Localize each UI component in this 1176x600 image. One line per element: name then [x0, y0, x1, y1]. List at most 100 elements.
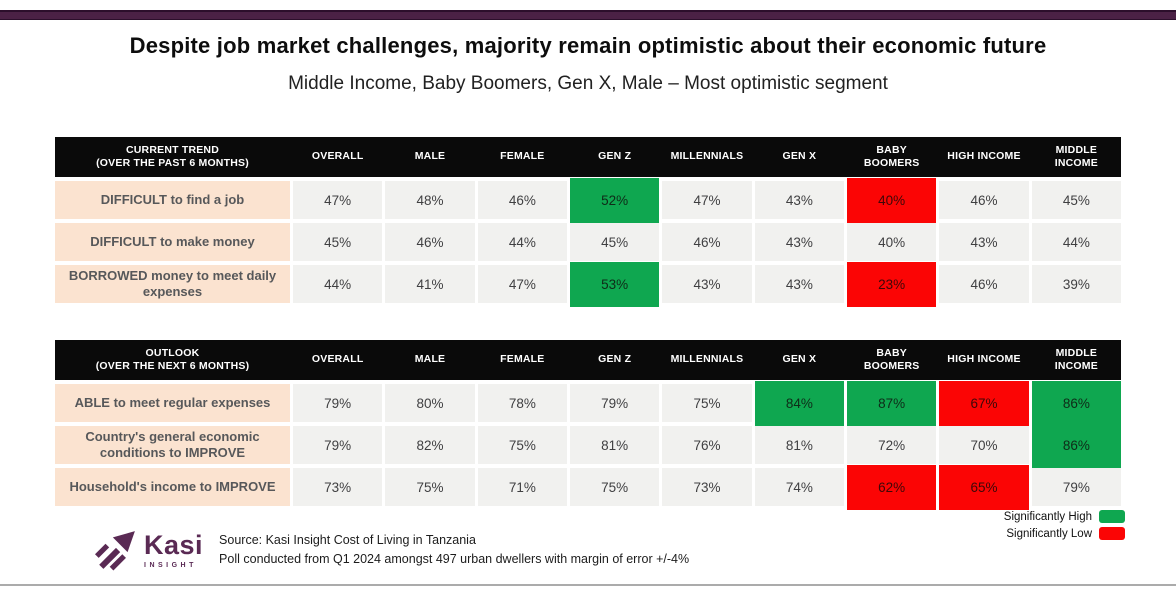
- value-cell: 40%: [847, 181, 937, 219]
- source-line1: Source: Kasi Insight Cost of Living in T…: [219, 533, 476, 548]
- table-header-row: OUTLOOK (OVER THE NEXT 6 MONTHS) OVERALL…: [55, 340, 1121, 380]
- bottom-divider: [0, 584, 1176, 586]
- column-header-highincome: HIGH INCOME: [947, 150, 1021, 163]
- significance-legend: Significantly High Significantly Low: [1004, 510, 1125, 540]
- value-cell: 43%: [662, 265, 752, 303]
- table-header-row: CURRENT TREND (OVER THE PAST 6 MONTHS) O…: [55, 137, 1121, 177]
- value-cell: 45%: [570, 223, 660, 261]
- table-title-line2: (OVER THE NEXT 6 MONTHS): [95, 360, 250, 372]
- column-header-male: MALE: [414, 150, 446, 163]
- value-cell: 40%: [847, 223, 937, 261]
- value-cell: 87%: [847, 384, 937, 422]
- value-cell: 47%: [477, 265, 567, 303]
- value-cell: 47%: [662, 181, 752, 219]
- value-cell: 79%: [570, 384, 660, 422]
- value-cell: 86%: [1031, 426, 1121, 464]
- row-label: ABLE to meet regular expenses: [55, 384, 290, 422]
- row-label: DIFFICULT to find a job: [55, 181, 290, 219]
- value-cell: 65%: [939, 468, 1029, 506]
- table-row: ABLE to meet regular expenses 79% 80% 78…: [55, 384, 1121, 422]
- table-row: Household's income to IMPROVE 73% 75% 71…: [55, 468, 1121, 506]
- page-title: Despite job market challenges, majority …: [129, 33, 1047, 58]
- column-header-female: FEMALE: [500, 353, 545, 366]
- value-cell: 78%: [477, 384, 567, 422]
- legend-item-low: Significantly Low: [1006, 527, 1125, 540]
- logo-name: Kasi: [144, 529, 204, 560]
- column-header-middleincome: MIDDLE INCOME: [1054, 143, 1098, 169]
- column-header-male: MALE: [414, 353, 446, 366]
- value-cell: 75%: [570, 468, 660, 506]
- column-header-genz: GEN Z: [598, 150, 632, 163]
- legend-label-low: Significantly Low: [1006, 527, 1092, 540]
- value-cell: 45%: [293, 223, 383, 261]
- table-row: Country's general economic conditions to…: [55, 426, 1121, 464]
- value-cell: 52%: [570, 181, 660, 219]
- value-cell: 67%: [939, 384, 1029, 422]
- row-label: Household's income to IMPROVE: [55, 468, 290, 506]
- table-title: CURRENT TREND (OVER THE PAST 6 MONTHS): [55, 137, 290, 177]
- source-text: Source: Kasi Insight Cost of Living in T…: [219, 531, 689, 569]
- value-cell: 75%: [477, 426, 567, 464]
- value-cell: 75%: [662, 384, 752, 422]
- table-title-line1: OUTLOOK: [145, 346, 200, 359]
- table-title: OUTLOOK (OVER THE NEXT 6 MONTHS): [55, 340, 290, 380]
- table-row: DIFFICULT to find a job 47% 48% 46% 52% …: [55, 181, 1121, 219]
- value-cell: 79%: [293, 384, 383, 422]
- value-cell: 47%: [293, 181, 383, 219]
- outlook-table: OUTLOOK (OVER THE NEXT 6 MONTHS) OVERALL…: [55, 340, 1121, 506]
- value-cell: 43%: [754, 181, 844, 219]
- value-cell: 81%: [570, 426, 660, 464]
- logo-text: Kasi INSIGHT: [144, 529, 204, 569]
- column-header-middleincome: MIDDLE INCOME: [1054, 346, 1098, 372]
- value-cell: 39%: [1031, 265, 1121, 303]
- value-cell: 84%: [754, 384, 844, 422]
- column-header-millennials: MILLENNIALS: [670, 150, 744, 163]
- table-row: DIFFICULT to make money 45% 46% 44% 45% …: [55, 223, 1121, 261]
- table-row: BORROWED money to meet daily expenses 44…: [55, 265, 1121, 303]
- column-header-babyboomers: BABY BOOMERS: [863, 143, 920, 169]
- value-cell: 53%: [570, 265, 660, 303]
- value-cell: 46%: [385, 223, 475, 261]
- row-label: BORROWED money to meet daily expenses: [55, 265, 290, 303]
- column-header-babyboomers: BABY BOOMERS: [863, 346, 920, 372]
- value-cell: 46%: [662, 223, 752, 261]
- footer: Kasi INSIGHT Source: Kasi Insight Cost o…: [95, 529, 689, 571]
- value-cell: 23%: [847, 265, 937, 303]
- top-accent-bar: [0, 10, 1176, 20]
- value-cell: 41%: [385, 265, 475, 303]
- column-header-genz: GEN Z: [598, 353, 632, 366]
- value-cell: 81%: [754, 426, 844, 464]
- value-cell: 75%: [385, 468, 475, 506]
- value-cell: 86%: [1031, 384, 1121, 422]
- legend-swatch-high: [1099, 510, 1125, 523]
- value-cell: 74%: [754, 468, 844, 506]
- value-cell: 44%: [293, 265, 383, 303]
- value-cell: 44%: [477, 223, 567, 261]
- kasi-insight-logo: Kasi INSIGHT: [95, 529, 203, 571]
- logo-subtitle: INSIGHT: [144, 561, 197, 569]
- column-header-female: FEMALE: [500, 150, 545, 163]
- column-header-overall: OVERALL: [311, 150, 364, 163]
- value-cell: 43%: [939, 223, 1029, 261]
- value-cell: 46%: [477, 181, 567, 219]
- column-header-genx: GEN X: [782, 353, 817, 366]
- legend-item-high: Significantly High: [1004, 510, 1125, 523]
- page-subtitle: Middle Income, Baby Boomers, Gen X, Male…: [288, 73, 888, 94]
- value-cell: 72%: [847, 426, 937, 464]
- value-cell: 62%: [847, 468, 937, 506]
- legend-label-high: Significantly High: [1003, 510, 1092, 523]
- table-title-line1: CURRENT TREND: [125, 143, 219, 156]
- value-cell: 43%: [754, 265, 844, 303]
- value-cell: 79%: [293, 426, 383, 464]
- value-cell: 73%: [293, 468, 383, 506]
- arrow-icon: [95, 531, 135, 571]
- table-title-line2: (OVER THE PAST 6 MONTHS): [96, 157, 249, 169]
- current-trend-table: CURRENT TREND (OVER THE PAST 6 MONTHS) O…: [55, 137, 1121, 303]
- row-label: Country's general economic conditions to…: [55, 426, 290, 464]
- column-header-genx: GEN X: [782, 150, 817, 163]
- value-cell: 79%: [1031, 468, 1121, 506]
- legend-swatch-low: [1099, 527, 1125, 540]
- value-cell: 80%: [385, 384, 475, 422]
- column-header-millennials: MILLENNIALS: [670, 353, 744, 366]
